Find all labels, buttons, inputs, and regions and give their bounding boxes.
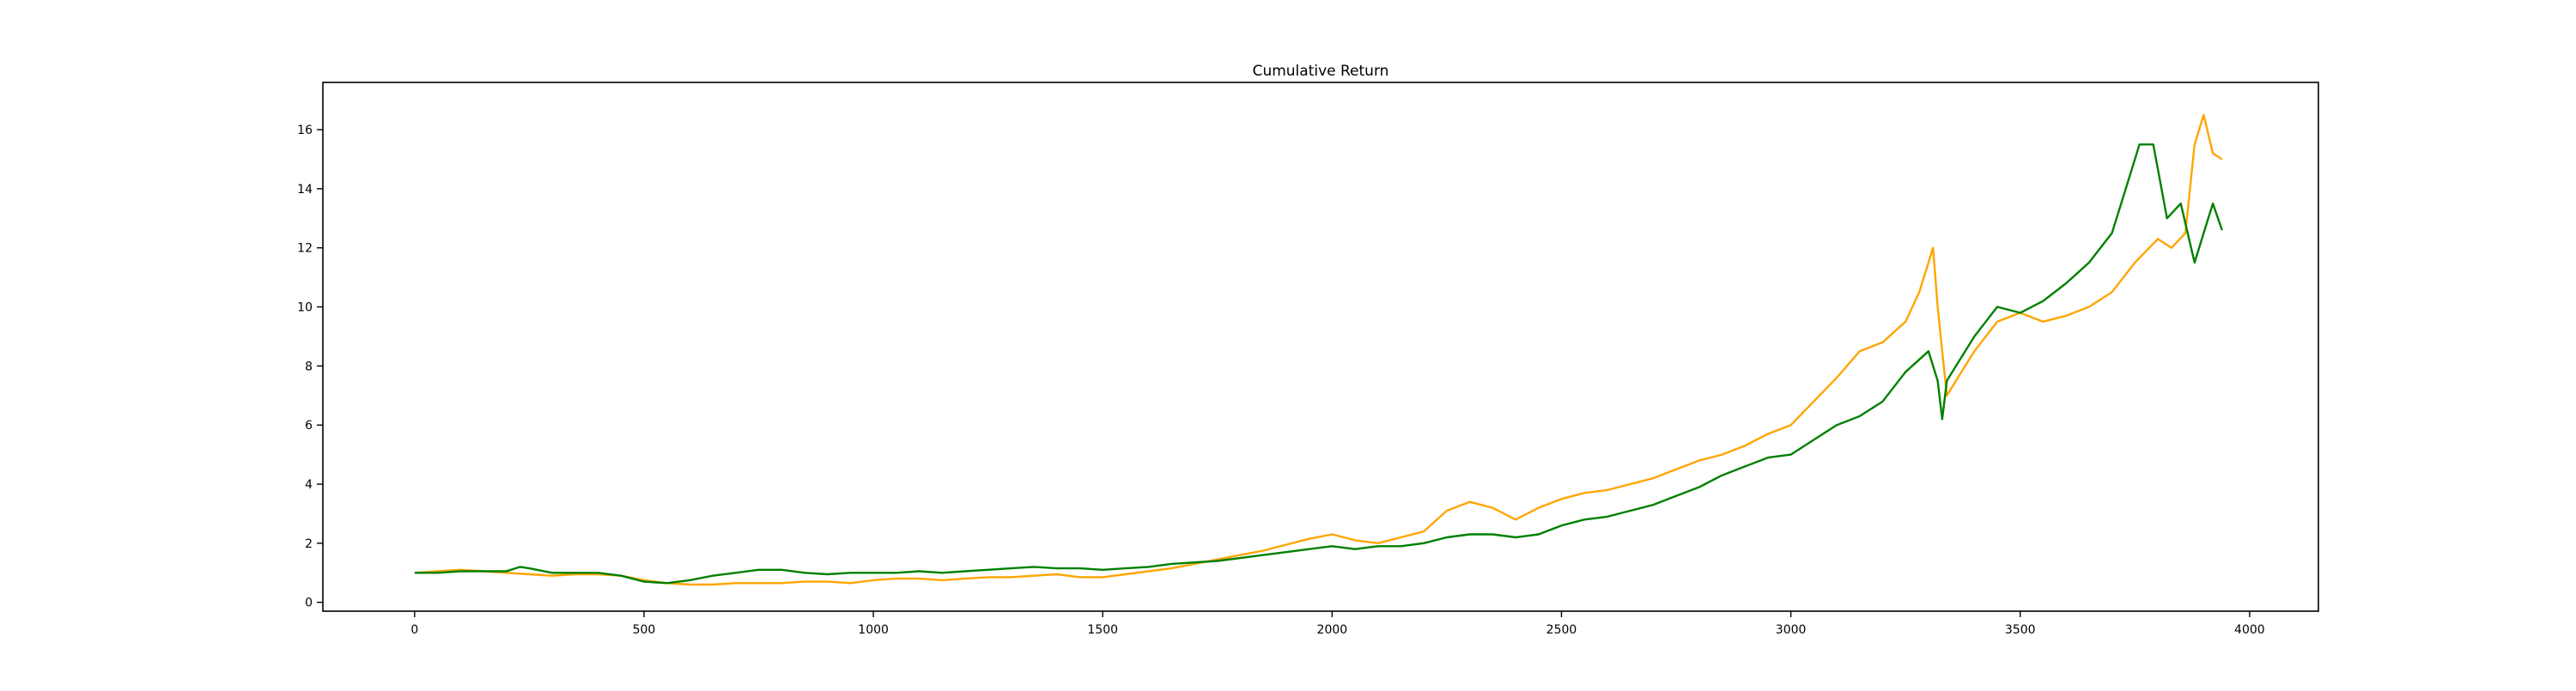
- plot-area-frame: [322, 82, 2319, 612]
- x-tick-label: 3000: [1776, 623, 1807, 637]
- y-axis: 0 2 4 6 8 10 12 14 16: [297, 124, 323, 610]
- y-tick-label: 0: [305, 597, 313, 610]
- y-tick-label: 8: [305, 360, 313, 373]
- x-tick-label: 2000: [1317, 623, 1348, 637]
- series-line-1: [414, 113, 2223, 586]
- y-tick-label: 4: [305, 478, 313, 492]
- x-tick-label: 500: [633, 623, 656, 637]
- y-tick-label: 12: [297, 242, 313, 256]
- y-tick-label: 16: [297, 124, 313, 137]
- y-tick-label: 10: [297, 301, 313, 315]
- series-line-2: [414, 143, 2223, 585]
- x-tick-label: 1000: [858, 623, 889, 637]
- x-tick-label: 3500: [2005, 623, 2036, 637]
- x-tick-label: 4000: [2234, 623, 2265, 637]
- y-tick-label: 6: [305, 419, 313, 433]
- y-tick-label: 14: [297, 183, 313, 197]
- x-tick-label: 1500: [1087, 623, 1118, 637]
- x-tick-label: 0: [410, 623, 418, 637]
- y-tick-label: 2: [305, 537, 313, 551]
- x-axis: 0 500 1000 1500 2000 2500 3000 3500 4000: [410, 611, 2265, 637]
- series-layer: [414, 113, 2223, 586]
- x-tick-label: 2500: [1546, 623, 1577, 637]
- chart-title: Cumulative Return: [1253, 63, 1389, 80]
